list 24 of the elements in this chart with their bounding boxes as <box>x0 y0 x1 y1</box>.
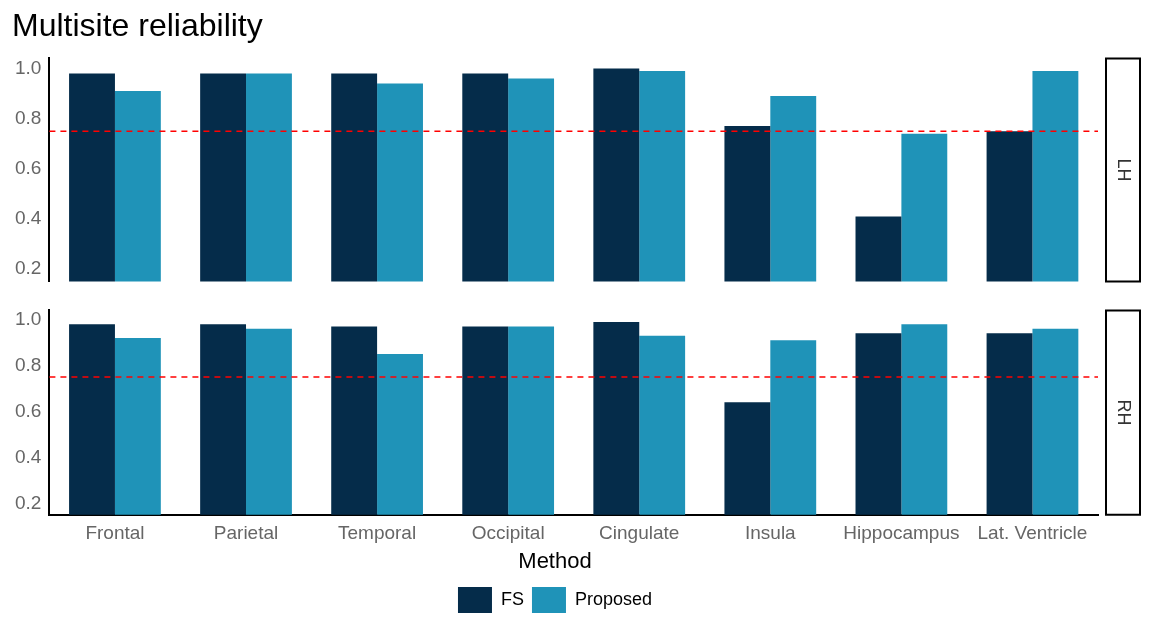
y-tick-label: 0.6 <box>14 156 42 178</box>
x-tick-label: Lat. Ventricle <box>977 522 1088 544</box>
y-tick-label: 0.2 <box>14 491 42 513</box>
x-tick-label: Parietal <box>213 522 279 544</box>
y-tick-label: 0.8 <box>14 353 42 375</box>
legend-label: Proposed <box>574 588 653 609</box>
y-tick-label: 0.2 <box>14 257 42 279</box>
legend-label: FS <box>500 588 524 609</box>
y2-axis-title: LH <box>1114 158 1135 182</box>
x-tick-label: Hippocampus <box>843 522 960 544</box>
x-tick-label: Occipital <box>471 522 545 544</box>
y-tick-label: 0.6 <box>14 399 42 421</box>
y2-axis-title: RH <box>1114 399 1135 426</box>
x-tick-label: Temporal <box>338 522 417 544</box>
x-tick-label: Frontal <box>85 522 145 544</box>
chart-title: Multisite reliability <box>12 7 263 44</box>
y-tick-label: 1.0 <box>14 307 42 329</box>
x-tick-label: Cingulate <box>599 522 680 544</box>
y-tick-label: 0.4 <box>14 445 42 467</box>
y-tick-label: 0.8 <box>14 106 42 128</box>
legend-title: Method <box>518 547 592 573</box>
y-tick-label: 1.0 <box>14 56 42 78</box>
x-tick-label: Insula <box>744 522 797 544</box>
y-tick-label: 0.4 <box>14 207 42 229</box>
